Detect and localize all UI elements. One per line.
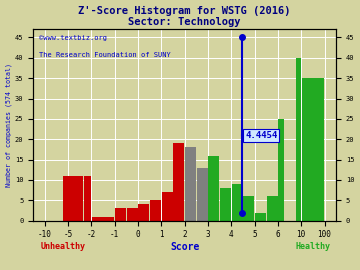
Bar [220,188,231,221]
Bar [63,176,68,221]
Text: Unhealthy: Unhealthy [41,242,86,251]
Bar [278,119,284,221]
Bar [197,168,208,221]
Text: The Research Foundation of SUNY: The Research Foundation of SUNY [39,52,171,58]
Bar [162,192,173,221]
Title: Z'-Score Histogram for WSTG (2016)
Sector: Technology: Z'-Score Histogram for WSTG (2016) Secto… [78,6,291,27]
Text: ©www.textbiz.org: ©www.textbiz.org [39,35,107,41]
Bar [208,156,219,221]
Bar [296,58,301,221]
Bar [243,196,254,221]
Bar [138,204,149,221]
Bar [127,208,138,221]
Bar [115,208,126,221]
Bar [103,217,114,221]
Bar [92,217,103,221]
Bar [255,212,266,221]
Bar [173,143,184,221]
Bar [76,176,84,221]
Y-axis label: Number of companies (574 total): Number of companies (574 total) [5,63,12,187]
Text: Healthy: Healthy [296,242,330,251]
Text: 4.4454: 4.4454 [245,131,278,140]
Bar [302,78,324,221]
Bar [150,200,161,221]
Bar [84,176,91,221]
Bar [266,196,278,221]
Bar [185,147,196,221]
Bar [68,176,76,221]
X-axis label: Score: Score [170,242,199,252]
Bar [231,184,243,221]
